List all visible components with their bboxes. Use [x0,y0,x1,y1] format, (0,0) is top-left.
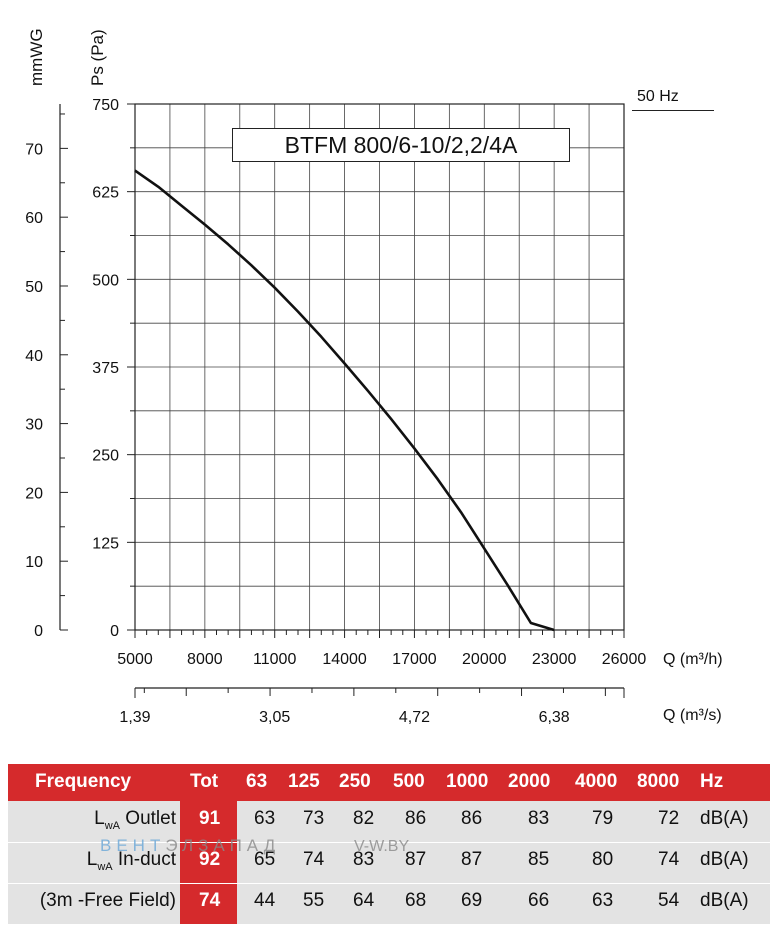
x-tick-label: 20000 [462,651,507,668]
frequency-label: 50 Hz [637,88,679,105]
row-value: 69 [461,890,483,911]
header-frequency: Frequency [35,771,132,792]
x2-tick-label: 3,05 [259,709,290,726]
row-value: 87 [461,849,483,870]
row-value: 87 [405,849,427,870]
header-250: 250 [339,771,371,792]
header-125: 125 [288,771,320,792]
row-value: 74 [303,849,325,870]
row-value: 86 [461,808,483,829]
x-tick-label: 11000 [253,651,296,668]
y2-tick-label: 40 [25,348,43,365]
row-value: 54 [658,890,680,911]
row-value: 74 [658,849,680,870]
table-header-band [8,764,770,801]
row-value: 85 [528,849,550,870]
row-value: 72 [658,808,680,829]
frequency-underline [632,110,714,111]
row-value: 83 [528,808,550,829]
row-divider [8,842,770,843]
row-label: LwA Outlet [94,808,176,832]
x-axis-label-m3s: Q (m³/s) [663,707,722,724]
row-tot: 91 [199,808,221,829]
row-value: 63 [592,890,614,911]
row-label: (3m -Free Field) [39,890,176,911]
row-divider [8,883,770,884]
row-value: 86 [405,808,427,829]
x2-tick-label: 6,38 [539,709,570,726]
y-tick-label: 250 [92,448,119,465]
sound-power-table: Frequency Tot 63 125 250 500 1000 2000 4… [8,764,770,926]
y2-tick-label: 30 [25,417,43,434]
row-value: 55 [303,890,325,911]
y-axis-label-pa: Ps (Pa) [88,29,107,86]
header-1000: 1000 [446,771,489,792]
header-hz: Hz [700,771,724,792]
y-tick-label: 375 [92,360,119,377]
y-tick-label: 500 [92,272,119,289]
row-value: 79 [592,808,614,829]
x-tick-label: 26000 [602,651,647,668]
row-value: 83 [353,849,375,870]
row-value: 44 [254,890,276,911]
chart-series [134,169,555,632]
y-tick-label: 625 [92,185,119,202]
x-tick-label: 23000 [532,651,577,668]
header-2000: 2000 [508,771,551,792]
row-label: LwA In-duct [86,849,176,873]
x-tick-label: 8000 [187,651,223,668]
y2-tick-label: 10 [25,554,43,571]
x2-tick-label: 4,72 [399,709,430,726]
fan-curve-line [134,169,555,632]
y-tick-label: 750 [92,97,119,114]
y2-tick-label: 50 [25,279,43,296]
header-63: 63 [246,771,268,792]
row-unit: dB(A) [700,849,749,870]
x-axis-label-m3h: Q (m³/h) [663,651,723,668]
y-tick-label: 125 [92,535,119,552]
row-value: 64 [353,890,375,911]
header-4000: 4000 [575,771,618,792]
y2-tick-label: 0 [34,623,43,640]
row-value: 82 [353,808,375,829]
watermark: ВЕНТЭЛЗАПАД [100,836,281,855]
row-tot: 92 [199,849,221,870]
y2-tick-label: 70 [25,141,43,158]
row-unit: dB(A) [700,890,749,911]
row-value: 65 [254,849,276,870]
header-8000: 8000 [637,771,680,792]
y2-tick-label: 60 [25,210,43,227]
table-tot-column [180,801,237,924]
chart-tick-labels: 0 125 250 375 500 625 750 0 10 20 30 40 50 60 70 5000 80… [25,97,646,726]
row-value: 63 [254,808,276,829]
row-value: 68 [405,890,427,911]
chart-grid [135,104,624,630]
y-tick-label: 0 [110,623,119,640]
chart-ticks [60,103,625,698]
x-tick-label: 5000 [117,651,153,668]
row-value: 73 [303,808,325,829]
row-value: 66 [528,890,550,911]
x-tick-label: 17000 [392,651,437,668]
x2-tick-label: 1,39 [119,709,150,726]
row-tot: 74 [199,890,221,911]
header-tot: Tot [190,771,219,792]
watermark-site: V-W.BY [354,838,410,855]
y-axis-label-mmwg: mmWG [27,28,46,86]
row-value: 80 [592,849,614,870]
header-500: 500 [393,771,425,792]
fan-curve-chart: 0 125 250 375 500 625 750 0 10 20 30 40 50 60 70 5000 80… [25,28,723,726]
row-unit: dB(A) [700,808,749,829]
x-tick-label: 14000 [322,651,367,668]
y2-tick-label: 20 [25,485,43,502]
chart-title: BTFM 800/6-10/2,2/4A [232,128,570,162]
table-body [8,801,770,924]
